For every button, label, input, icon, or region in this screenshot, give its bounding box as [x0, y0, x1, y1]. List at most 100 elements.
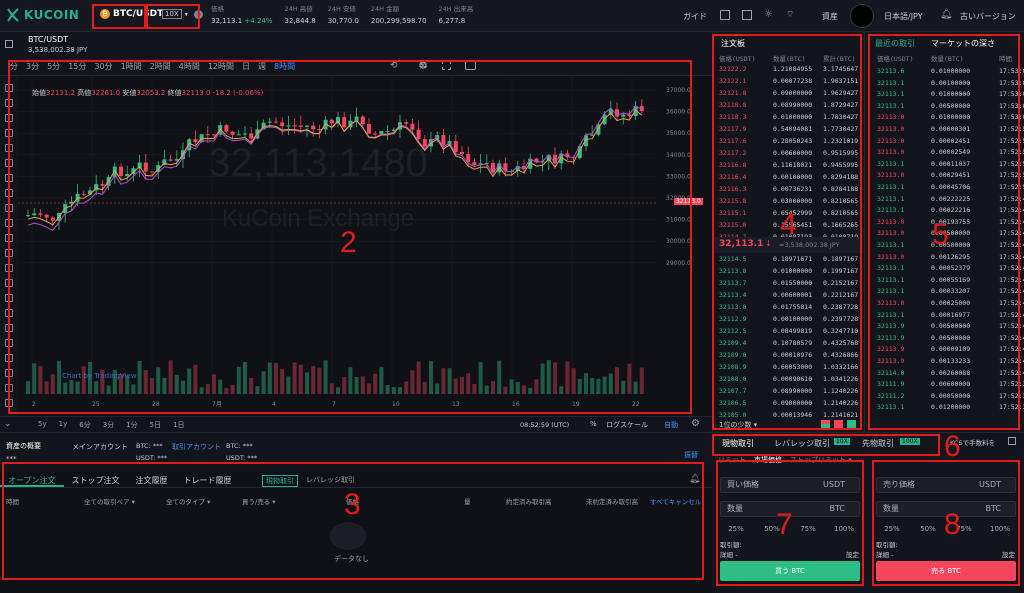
book-view-sell-icon[interactable] [834, 420, 843, 428]
bid-row[interactable]: 32109.4 0.10780579 0.4325768 [719, 339, 859, 347]
drawing-tool-icon[interactable] [5, 189, 13, 197]
interval-2[interactable]: 5分 [47, 62, 61, 71]
pair-selector[interactable]: ₿ BTC/USDT [100, 9, 163, 19]
buy-price-field[interactable]: 買い価格 USDT [720, 477, 860, 493]
buy-pct-25[interactable]: 25% [728, 525, 744, 533]
precision-selector[interactable]: 1位の少数 ▾ [719, 421, 758, 429]
fullscreen-icon[interactable] [442, 61, 451, 70]
order-col-8[interactable]: すべてキャンセル [650, 498, 702, 506]
ask-row[interactable]: 32115.0 0.15565451 0.1665265 [719, 221, 859, 229]
trade-account-label[interactable]: 取引アカウント [172, 443, 221, 451]
ask-row[interactable]: 32118.3 0.01000000 1.7830427 [719, 113, 859, 121]
ask-row[interactable]: 32116.8 0.11618021 0.9455995 [719, 161, 859, 169]
orders-icon[interactable] [720, 10, 730, 20]
drawing-tool-icon[interactable] [5, 309, 13, 317]
range-6[interactable]: 1日 [173, 421, 185, 429]
ask-row[interactable]: 32115.8 0.03000000 0.8210565 [719, 197, 859, 205]
book-view-both-icon[interactable] [821, 420, 830, 428]
download-icon[interactable] [742, 10, 752, 20]
ask-row[interactable]: 32117.9 0.54094081 1.7730427 [719, 125, 859, 133]
ask-row[interactable]: 32121.8 0.09000000 1.9629427 [719, 89, 859, 97]
range-4[interactable]: 1分 [126, 421, 138, 429]
settings-gear-icon[interactable]: ⚙ [418, 59, 428, 72]
sell-pct-25[interactable]: 25% [884, 525, 900, 533]
bid-row[interactable]: 32112.5 0.08499819 0.3247710 [719, 327, 859, 335]
type-limit[interactable]: リミット [718, 456, 746, 464]
transfer-link[interactable]: 振替 [684, 451, 698, 459]
sell-pct-75[interactable]: 75% [956, 525, 972, 533]
camera-icon[interactable] [465, 61, 476, 70]
filter-spot[interactable]: 現物取引 [262, 475, 298, 487]
percent-toggle[interactable]: % [590, 420, 597, 428]
interval-5[interactable]: 1時間 [120, 62, 142, 71]
kucoin-logo[interactable]: KUCOIN [6, 8, 79, 22]
interval-10[interactable]: 週 [258, 62, 267, 71]
type-stop-limit[interactable]: ストップリミット ▾ [790, 456, 852, 464]
drawing-tool-icon[interactable] [5, 159, 13, 167]
drawing-tool-icon[interactable] [5, 204, 13, 212]
kcs-fee-checkbox[interactable] [1008, 437, 1016, 445]
drawing-tool-icon[interactable] [5, 354, 13, 362]
bid-row[interactable]: 32113.8 0.01000000 0.1997167 [719, 267, 859, 275]
tab-margin[interactable]: レバレッジ取引 [774, 439, 830, 448]
drawing-tool-icon[interactable] [5, 369, 13, 377]
drawing-tool-icon[interactable] [5, 144, 13, 152]
collapse-chevron-icon[interactable]: ⌄ [4, 419, 12, 429]
tab-recent-trades[interactable]: 最近の取引 [875, 39, 915, 48]
orders-bell-icon[interactable]: 🔔︎ [689, 474, 701, 484]
drawing-tool-icon[interactable] [5, 129, 13, 137]
ask-row[interactable]: 32118.8 0.08990000 1.8729427 [719, 101, 859, 109]
indicators-icon[interactable]: ⟲ [390, 61, 398, 71]
interval-6[interactable]: 2時間 [149, 62, 171, 71]
bid-row[interactable]: 32113.4 0.00600001 0.2212167 [719, 291, 859, 299]
order-tab-1[interactable]: ストップ注文 [71, 476, 120, 485]
assets-link[interactable]: 資産 [822, 12, 838, 21]
bid-row[interactable]: 32113.7 0.01550000 0.2152167 [719, 279, 859, 287]
sell-price-field[interactable]: 売り価格 USDT [876, 477, 1016, 493]
range-0[interactable]: 5y [38, 420, 47, 428]
drawing-tool-icon[interactable] [5, 234, 13, 242]
sell-btc-button[interactable]: 売る BTC [876, 561, 1016, 581]
ask-row[interactable]: 32115.1 0.65452999 0.8210565 [719, 209, 859, 217]
book-view-buy-icon[interactable] [847, 420, 856, 428]
tab-spot[interactable]: 現物取引 [722, 439, 754, 448]
bid-row[interactable]: 32106.5 0.09000000 1.2140226 [719, 399, 859, 407]
leverage-badge[interactable]: 10X ▾ i [162, 9, 203, 19]
drawing-tool-icon[interactable] [5, 84, 13, 92]
avatar[interactable] [850, 4, 874, 28]
guide-link[interactable]: ガイド [683, 12, 707, 21]
bid-row[interactable]: 32105.0 0.00013946 1.2141621 [719, 411, 859, 419]
buy-qty-field[interactable]: 数量 BTC [720, 501, 860, 517]
bid-row[interactable]: 32108.9 0.60053000 1.0332166 [719, 363, 859, 371]
expand-icon[interactable] [5, 40, 13, 48]
order-tab-0[interactable]: オープン注文 [0, 472, 64, 487]
range-5[interactable]: 5日 [149, 421, 162, 429]
drawing-tool-icon[interactable] [5, 249, 13, 257]
interval-0[interactable]: 分 [10, 62, 18, 71]
bid-row[interactable]: 32114.5 0.18971671 0.1897167 [719, 255, 859, 263]
order-col-1[interactable]: 全ての取引ペア ▾ [84, 498, 135, 506]
buy-pct-75[interactable]: 75% [800, 525, 816, 533]
ask-row[interactable]: 32116.4 0.00100000 0.8294188 [719, 173, 859, 181]
range-settings-icon[interactable]: ⚙ [691, 418, 700, 429]
bid-row[interactable]: 32113.0 0.01755814 0.2387728 [719, 303, 859, 311]
bid-row[interactable]: 32112.9 0.00100000 0.2397728 [719, 315, 859, 323]
interval-8[interactable]: 12時間 [207, 62, 235, 71]
sell-pct-50[interactable]: 50% [920, 525, 936, 533]
range-2[interactable]: 6分 [79, 421, 91, 429]
sell-qty-field[interactable]: 数量 BTC [876, 501, 1016, 517]
tradingview-credit[interactable]: Chart by TradingView [62, 372, 137, 380]
interval-1[interactable]: 3分 [26, 62, 40, 71]
ask-row[interactable]: 32117.2 0.00600000 0.9515995 [719, 149, 859, 157]
bid-row[interactable]: 32108.0 0.00090610 1.0341226 [719, 375, 859, 383]
buy-btc-button[interactable]: 買う BTC [720, 561, 860, 581]
interval-3[interactable]: 15分 [68, 62, 87, 71]
drawing-tool-icon[interactable] [5, 264, 13, 272]
drawing-tool-icon[interactable] [5, 174, 13, 182]
old-version-link[interactable]: 古いバージョン [960, 12, 1016, 21]
order-tab-2[interactable]: 注文履歴 [135, 476, 168, 485]
order-col-3[interactable]: 買う/売る ▾ [242, 498, 276, 506]
ask-row[interactable]: 32117.6 0.28050243 1.2321019 [719, 137, 859, 145]
compare-icon[interactable]: ⇆ [420, 61, 428, 71]
order-col-2[interactable]: 全てのタイプ ▾ [166, 498, 211, 506]
